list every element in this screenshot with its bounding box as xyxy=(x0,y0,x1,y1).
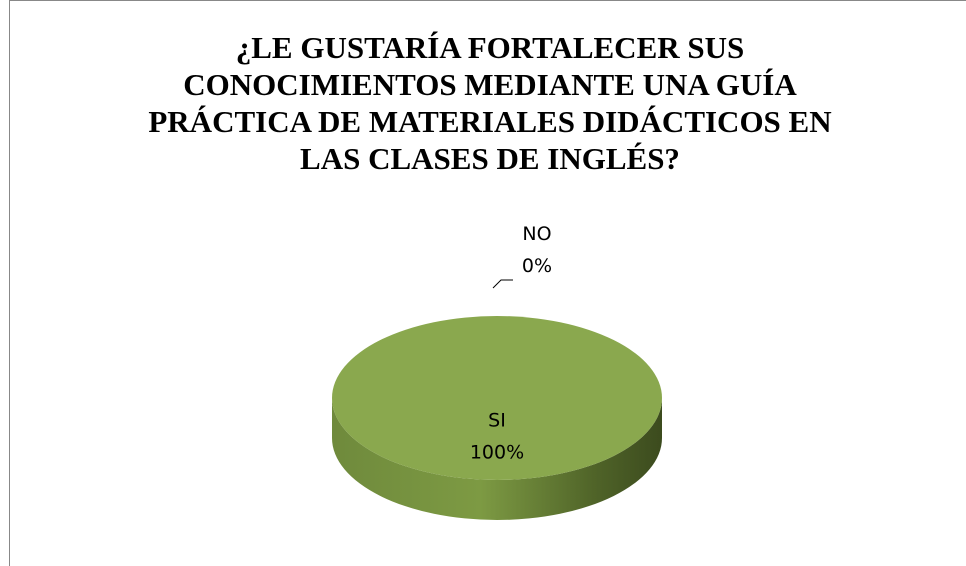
data-label-value: 100% xyxy=(470,442,524,464)
chart-title: ¿LE GUSTARÍA FORTALECER SUS xyxy=(236,30,745,65)
pie-side xyxy=(332,398,662,520)
chart-title: PRÁCTICA DE MATERIALES DIDÁCTICOS EN xyxy=(148,104,831,139)
data-label-value: 0% xyxy=(522,255,552,277)
pie-slice xyxy=(332,316,662,480)
chart-title: LAS CLASES DE INGLÉS? xyxy=(300,141,680,176)
data-label-category: SI xyxy=(488,410,506,432)
data-label-category: NO xyxy=(522,223,551,245)
leader-line xyxy=(492,279,513,289)
chart-title: CONOCIMIENTOS MEDIANTE UNA GUÍA xyxy=(183,67,797,102)
